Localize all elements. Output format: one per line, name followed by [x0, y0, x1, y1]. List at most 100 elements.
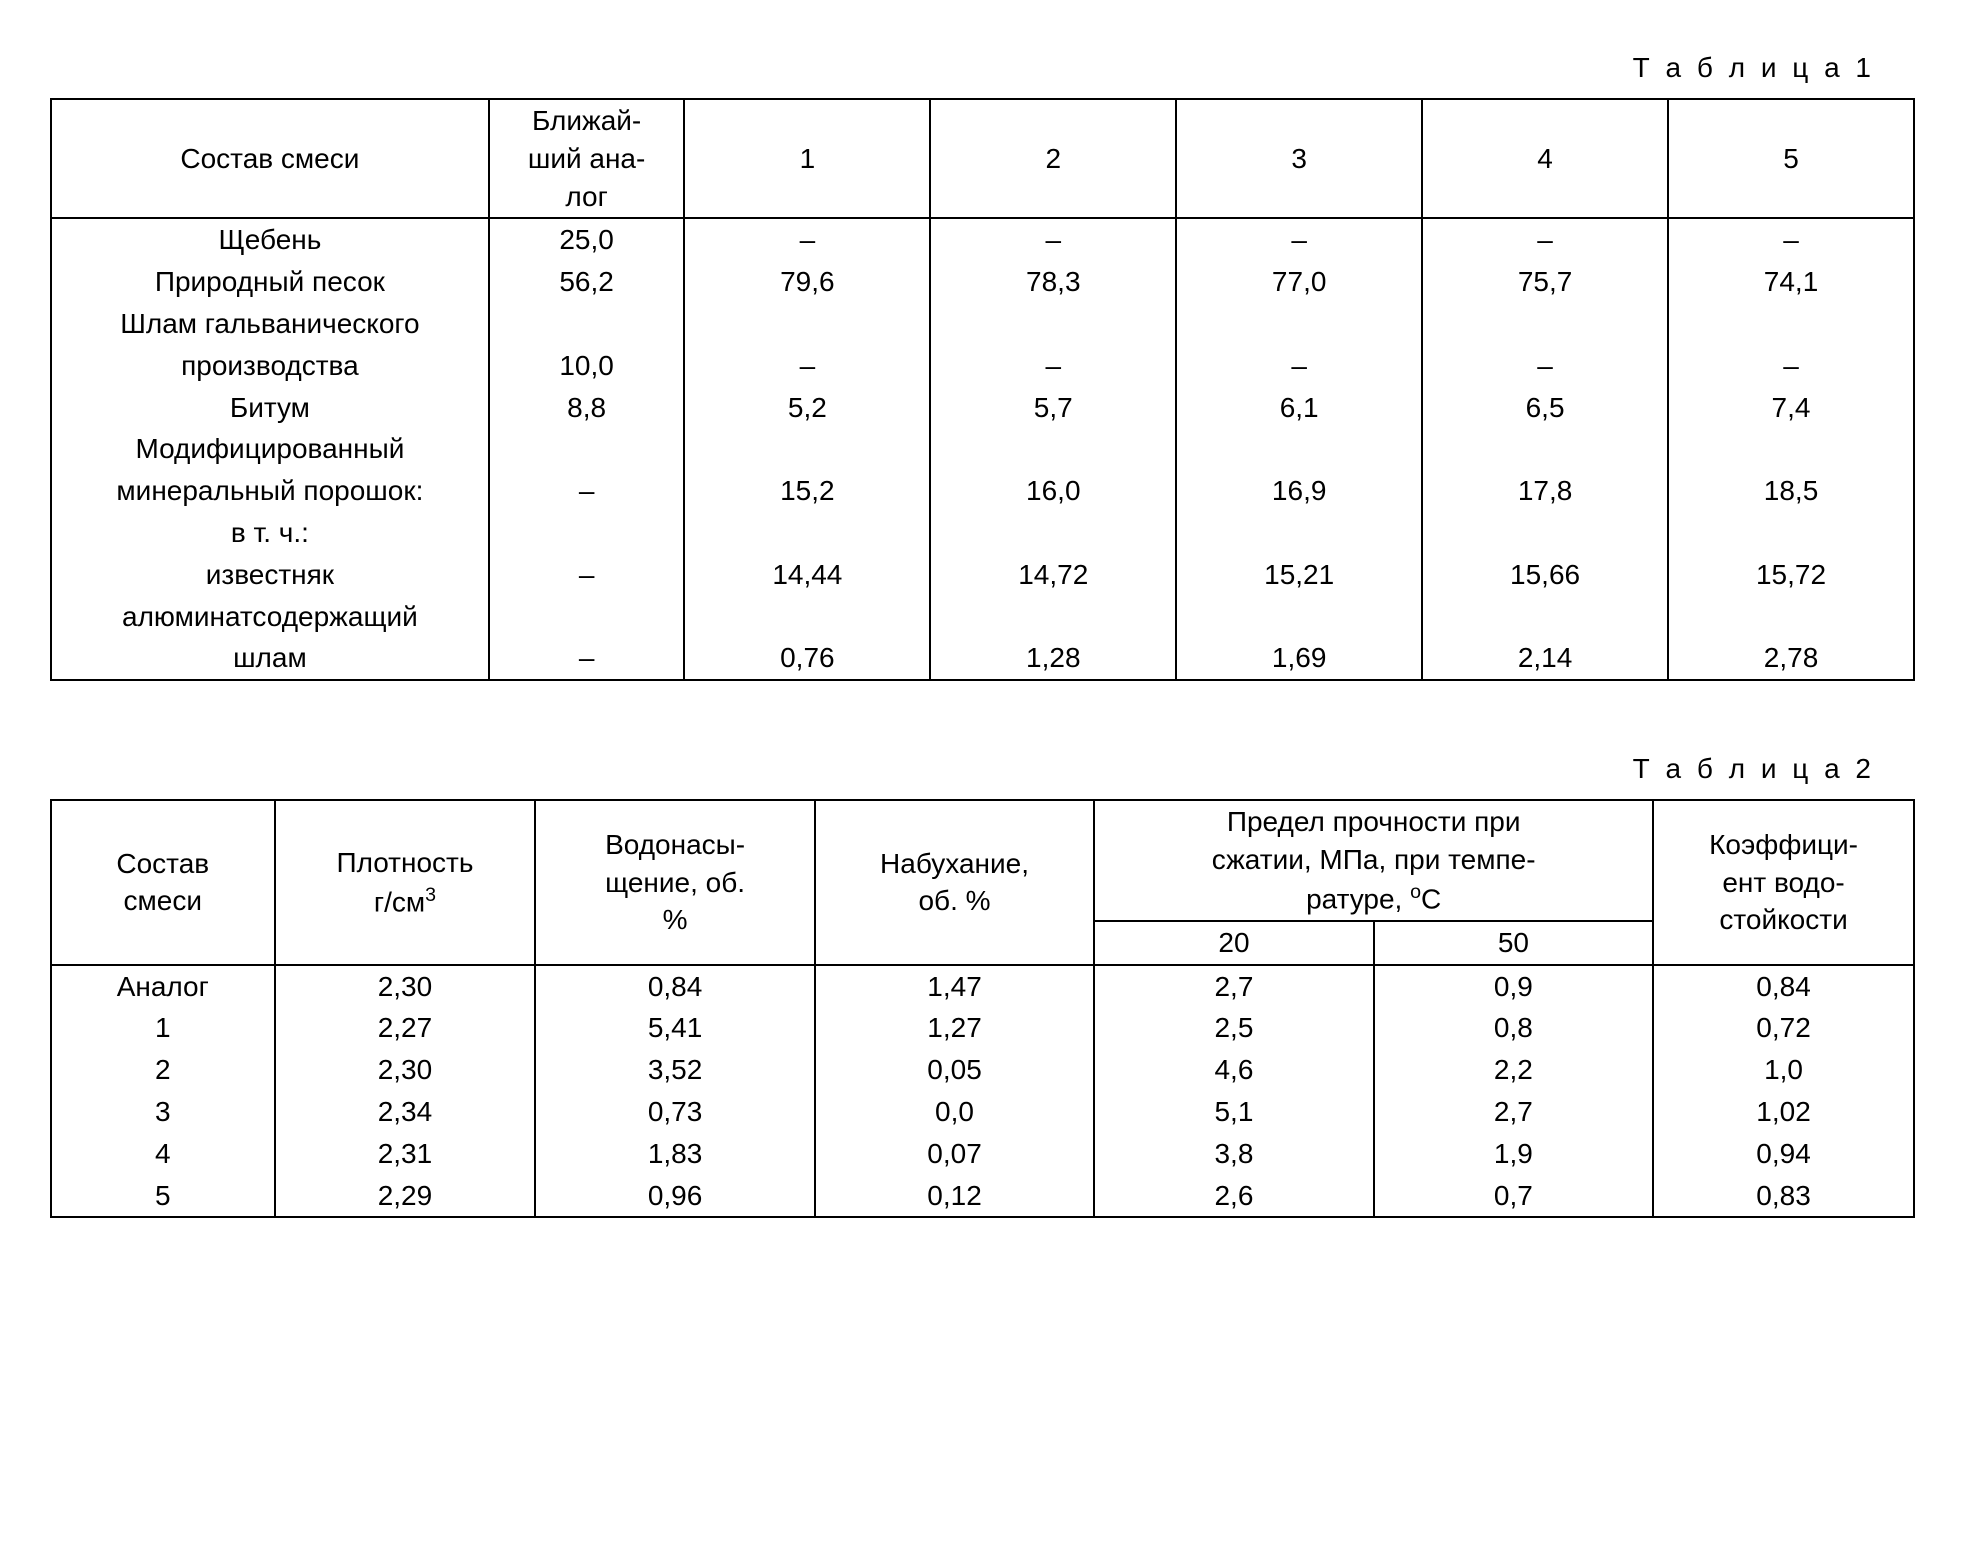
table1-r1-v4: 75,7: [1422, 261, 1668, 303]
table1-r2-v0: 10,0: [489, 345, 685, 387]
spacer: [50, 681, 1915, 741]
cell: [930, 596, 1176, 638]
table-row: 2 2,30 3,52 0,05 4,6 2,2 1,0: [51, 1049, 1914, 1091]
cell: [930, 428, 1176, 470]
cell: [684, 428, 930, 470]
table2-h0: Состав смеси: [51, 800, 275, 965]
table2-h2-l2: щение, об.: [605, 867, 745, 898]
t2-r2-c0: 2: [51, 1049, 275, 1091]
table1-r4-v2: 16,0: [930, 470, 1176, 512]
table2-h3: Набухание, об. %: [815, 800, 1094, 965]
cell: [930, 512, 1176, 554]
table2-h5-l2: ент водо-: [1722, 867, 1844, 898]
table2-h4-l2: сжатии, МПа, при темпе-: [1212, 844, 1536, 875]
table2-h1-l1: Плотность: [336, 847, 473, 878]
cell: [1422, 428, 1668, 470]
table2-h4-l1: Предел прочности при: [1227, 806, 1521, 837]
cell: [1422, 303, 1668, 345]
table1-r7-label-l1: алюминатсодержащий: [51, 596, 489, 638]
t2-r3-c6: 1,02: [1653, 1091, 1914, 1133]
table2-h2-l3: %: [663, 904, 688, 935]
table2-h1-l2-pre: г/см: [374, 886, 425, 917]
table1-r3-label: Битум: [51, 387, 489, 429]
table1-h3: 2: [930, 99, 1176, 218]
table1-r6-v0: –: [489, 554, 685, 596]
table2-h2: Водонасы- щение, об. %: [535, 800, 814, 965]
table1-r3-v1: 5,2: [684, 387, 930, 429]
table1-h1-l3: лог: [565, 181, 607, 212]
table-row: Модифицированный: [51, 428, 1914, 470]
table1-r6-v1: 14,44: [684, 554, 930, 596]
table1-r0-v3: –: [1176, 218, 1422, 261]
cell: [489, 512, 685, 554]
table-row: 3 2,34 0,73 0,0 5,1 2,7 1,02: [51, 1091, 1914, 1133]
t2-r5-c6: 0,83: [1653, 1175, 1914, 1218]
t2-r0-c0: Аналог: [51, 965, 275, 1008]
table1-r5-label: в т. ч.:: [51, 512, 489, 554]
table1-h2: 1: [684, 99, 930, 218]
t2-r5-c2: 0,96: [535, 1175, 814, 1218]
table1-h5: 4: [1422, 99, 1668, 218]
table1-r7-v1: 0,76: [684, 637, 930, 680]
t2-r1-c2: 5,41: [535, 1007, 814, 1049]
cell: [1422, 596, 1668, 638]
table1-r2-v4: –: [1422, 345, 1668, 387]
cell: [1668, 303, 1914, 345]
table1-r6-v3: 15,21: [1176, 554, 1422, 596]
t2-r3-c4: 5,1: [1094, 1091, 1373, 1133]
table1-h1-l2: ший ана-: [528, 143, 645, 174]
table-row: Шлам гальванического: [51, 303, 1914, 345]
cell: [684, 596, 930, 638]
table1: Состав смеси Ближай- ший ана- лог 1 2 3 …: [50, 98, 1915, 681]
table2-header-row1: Состав смеси Плотность г/см3 Водонасы- щ…: [51, 800, 1914, 921]
table1-r4-v4: 17,8: [1422, 470, 1668, 512]
t2-r0-c2: 0,84: [535, 965, 814, 1008]
t2-r3-c3: 0,0: [815, 1091, 1094, 1133]
t2-r5-c4: 2,6: [1094, 1175, 1373, 1218]
table-row: производства 10,0 – – – – –: [51, 345, 1914, 387]
table2-sub50: 50: [1374, 921, 1653, 965]
table1-r2-v5: –: [1668, 345, 1914, 387]
t2-r3-c0: 3: [51, 1091, 275, 1133]
table1-caption: Т а б л и ц а 1: [50, 52, 1875, 84]
t2-r4-c3: 0,07: [815, 1133, 1094, 1175]
table1-r4-label-l1: Модифицированный: [51, 428, 489, 470]
table2: Состав смеси Плотность г/см 3 Водонасы- щ…: [50, 799, 1915, 1218]
t2-r5-c1: 2,29: [275, 1175, 536, 1218]
table-row: в т. ч.:: [51, 512, 1914, 554]
table1-r1-v1: 79,6: [684, 261, 930, 303]
table1-h1-l1: Ближай-: [532, 105, 641, 136]
t2-r3-c5: 2,7: [1374, 1091, 1653, 1133]
table-row: Аналог 2,30 0,84 1,47 2,7 0,9 0,84: [51, 965, 1914, 1008]
table-row: алюминатсодержащий: [51, 596, 1914, 638]
table-row: Природный песок 56,2 79,6 78,3 77,0 75,7…: [51, 261, 1914, 303]
t2-r4-c4: 3,8: [1094, 1133, 1373, 1175]
table1-r7-v5: 2,78: [1668, 637, 1914, 680]
table2-h4-l3-pre: ратуре,: [1306, 883, 1410, 914]
table2-h4-l3-post: С: [1421, 883, 1441, 914]
table1-r4-v0: –: [489, 470, 685, 512]
table1-r3-v3: 6,1: [1176, 387, 1422, 429]
table-row: минеральный порошок: – 15,2 16,0 16,9 17…: [51, 470, 1914, 512]
table1-r4-label-l2: минеральный порошок:: [51, 470, 489, 512]
table-row: 4 2,31 1,83 0,07 3,8 1,9 0,94: [51, 1133, 1914, 1175]
table2-h5: Коэффици- ент водо- стойкости: [1653, 800, 1914, 965]
table1-r1-v2: 78,3: [930, 261, 1176, 303]
cell: [1176, 428, 1422, 470]
table1-r6-v2: 14,72: [930, 554, 1176, 596]
table1-r4-v3: 16,9: [1176, 470, 1422, 512]
table2-sub20: 20: [1094, 921, 1373, 965]
table2-caption: Т а б л и ц а 2: [50, 753, 1875, 785]
table2-h2-l1: Водонасы-: [605, 829, 745, 860]
table-row: 5 2,29 0,96 0,12 2,6 0,7 0,83: [51, 1175, 1914, 1218]
table1-r0-label: Щебень: [51, 218, 489, 261]
table1-h4: 3: [1176, 99, 1422, 218]
table-row: шлам – 0,76 1,28 1,69 2,14 2,78: [51, 637, 1914, 680]
cell: [1668, 596, 1914, 638]
cell: [489, 428, 685, 470]
cell: [1422, 512, 1668, 554]
table1-h1: Ближай- ший ана- лог: [489, 99, 685, 218]
t2-r2-c3: 0,05: [815, 1049, 1094, 1091]
table1-r6-v4: 15,66: [1422, 554, 1668, 596]
table2-h4: Предел прочности при сжатии, МПа, при те…: [1094, 800, 1653, 921]
